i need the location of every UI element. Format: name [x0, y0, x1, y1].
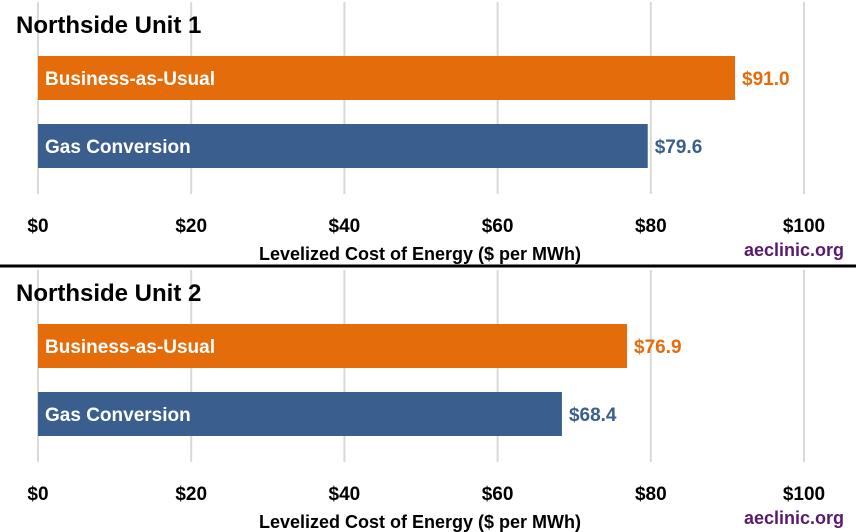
- tick-label: $20: [175, 484, 207, 505]
- category-label: Business-as-Usual: [45, 69, 215, 90]
- data-label: $91.0: [742, 69, 790, 90]
- tick-label: $40: [329, 484, 361, 505]
- tick-label: $60: [482, 484, 514, 505]
- tick-label: $80: [635, 216, 667, 237]
- source-credit: aeclinic.org: [744, 508, 844, 528]
- tick-label: $100: [783, 216, 825, 237]
- bar: [38, 324, 628, 368]
- tick-label: $0: [27, 484, 48, 505]
- tick-label: $80: [635, 484, 667, 505]
- source-credit: aeclinic.org: [744, 240, 844, 260]
- panel-unit-2: Northside Unit 2 Business-as-Usual $76.9 Ga…: [16, 270, 844, 532]
- bar: [38, 392, 562, 436]
- bar: [38, 124, 648, 168]
- category-label: Business-as-Usual: [45, 337, 215, 358]
- tick-label: $60: [482, 216, 514, 237]
- bar: [38, 56, 736, 100]
- category-label: Gas Conversion: [45, 137, 191, 158]
- tick-label: $20: [175, 216, 207, 237]
- data-label: $76.9: [634, 337, 682, 358]
- x-axis-label: Levelized Cost of Energy ($ per MWh): [259, 512, 581, 532]
- category-label: Gas Conversion: [45, 405, 191, 426]
- panel-unit-1: Northside Unit 1 Business-as-Usual $91.0 Ga…: [16, 2, 844, 264]
- data-label: $68.4: [569, 405, 617, 426]
- tick-label: $40: [329, 216, 361, 237]
- tick-label: $0: [27, 216, 48, 237]
- data-label: $79.6: [655, 137, 703, 158]
- chart-title: Northside Unit 2: [16, 280, 201, 307]
- x-axis-label: Levelized Cost of Energy ($ per MWh): [259, 244, 581, 264]
- tick-label: $100: [783, 484, 825, 505]
- chart-title: Northside Unit 1: [16, 12, 201, 39]
